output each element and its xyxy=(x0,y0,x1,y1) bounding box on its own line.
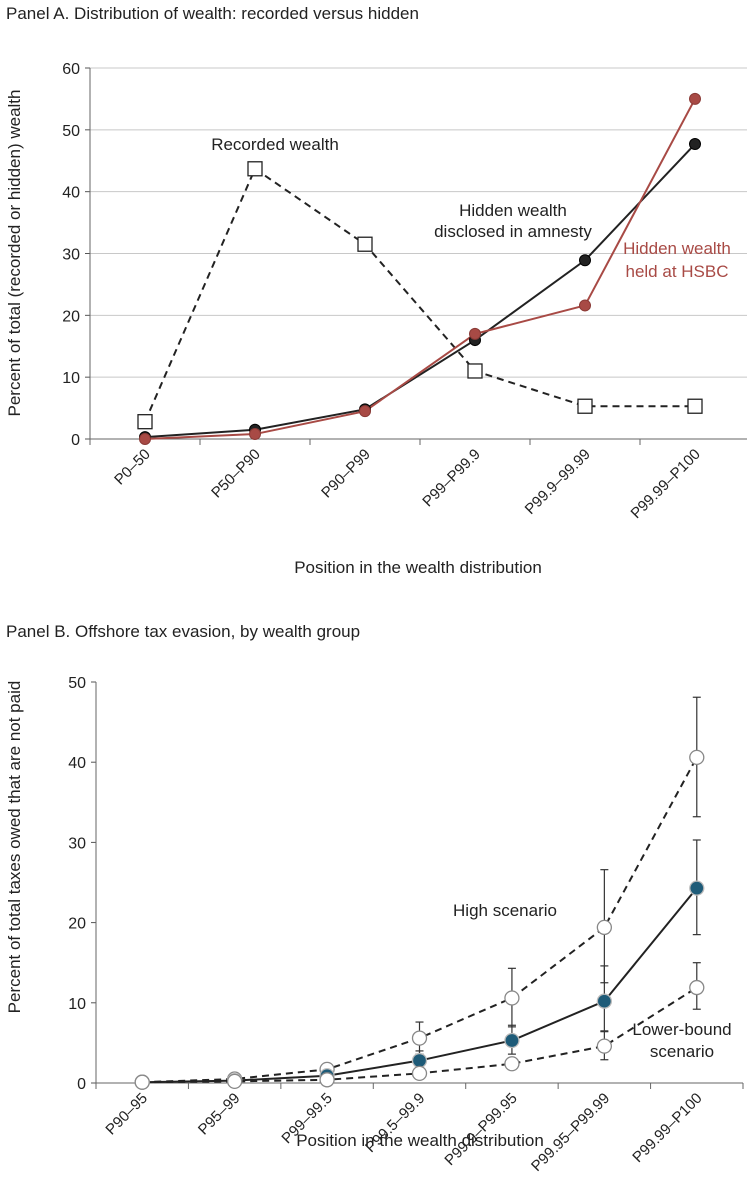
x-tick-label: P95–99 xyxy=(195,1090,244,1139)
data-point xyxy=(504,1032,520,1049)
panel-a-xlabel: Position in the wealth distribution xyxy=(294,558,542,577)
annotation-hsbc-line1: Hidden wealth xyxy=(623,239,731,258)
x-tick-label: P0–50 xyxy=(111,446,154,489)
annotation-hidden-amnesty-line1: Hidden wealth xyxy=(459,201,567,220)
x-tick-label: P50–P90 xyxy=(208,446,264,502)
y-tick-label: 50 xyxy=(62,123,80,140)
data-point xyxy=(226,1073,243,1090)
y-tick-label: 20 xyxy=(62,308,80,325)
y-tick-label: 30 xyxy=(62,247,80,264)
y-tick-label: 10 xyxy=(62,370,80,387)
annotation-hidden-amnesty-line2: disclosed in amnesty xyxy=(434,222,592,241)
data-point xyxy=(689,138,701,151)
data-point xyxy=(359,405,371,418)
y-tick-label: 10 xyxy=(68,996,86,1013)
data-point xyxy=(411,1030,428,1046)
data-point xyxy=(137,414,153,430)
panel-a-chart: 0 10 20 30 40 50 60 P0–50 P50–P90 P90–P99 P99–P99.… xyxy=(5,61,747,577)
panel-b-ylabel: Percent of total taxes owed that are not… xyxy=(5,681,24,1014)
data-point xyxy=(596,1038,613,1054)
y-tick-label: 40 xyxy=(68,755,86,772)
y-tick-label: 20 xyxy=(68,916,86,933)
data-point xyxy=(577,398,593,414)
data-point xyxy=(411,1065,428,1082)
x-tick-label: P99.9–P99.95 xyxy=(441,1090,520,1169)
data-point xyxy=(689,749,705,766)
x-tick-label: P99.99–P100 xyxy=(628,446,704,522)
x-tick-label: P99.9–99.99 xyxy=(522,446,594,518)
panel-b-xlabel: Position in the wealth distribution xyxy=(296,1131,544,1150)
data-point xyxy=(579,299,591,312)
annotation-hsbc-line2: held at HSBC xyxy=(626,262,729,281)
y-tick-label: 40 xyxy=(62,185,80,202)
x-tick-label: P90–95 xyxy=(102,1090,151,1139)
x-tick-label: P99–P99.9 xyxy=(419,446,484,511)
data-point xyxy=(357,236,373,252)
data-point xyxy=(247,161,263,177)
data-point xyxy=(411,1052,428,1069)
series-line xyxy=(144,143,696,439)
data-point xyxy=(467,363,483,379)
y-tick-label: 30 xyxy=(68,835,86,852)
y-tick-label: 60 xyxy=(62,61,80,78)
data-point xyxy=(249,428,261,441)
data-point xyxy=(139,433,151,445)
data-point xyxy=(596,919,613,936)
annotation-lower-bound-line2: scenario xyxy=(650,1042,714,1061)
panel-a-title: Panel A. Distribution of wealth: recorde… xyxy=(6,4,419,23)
series-line xyxy=(144,167,695,423)
annotation-high-scenario: High scenario xyxy=(453,901,557,920)
x-tick-label: P90–P99 xyxy=(318,446,374,502)
annotation-recorded-wealth: Recorded wealth xyxy=(211,135,339,154)
series-line xyxy=(144,98,696,440)
data-point xyxy=(504,1056,520,1072)
panel-b-title: Panel B. Offshore tax evasion, by wealth… xyxy=(6,622,361,641)
panel-a-ylabel: Percent of total (recorded or hidden) we… xyxy=(5,90,24,417)
annotation-lower-bound-line1: Lower-bound xyxy=(632,1020,731,1039)
x-tick-label: P99.99–P100 xyxy=(629,1090,705,1166)
data-point xyxy=(319,1072,335,1088)
data-point xyxy=(689,979,705,996)
y-tick-label: 0 xyxy=(71,432,80,449)
data-point xyxy=(689,92,701,105)
data-point xyxy=(504,990,520,1006)
y-tick-label: 50 xyxy=(68,675,86,692)
data-point xyxy=(134,1074,150,1090)
data-point xyxy=(469,327,481,340)
data-point xyxy=(689,880,705,896)
data-point xyxy=(579,254,591,267)
y-tick-label: 0 xyxy=(77,1076,86,1093)
data-point xyxy=(596,993,613,1009)
data-point xyxy=(687,398,703,414)
